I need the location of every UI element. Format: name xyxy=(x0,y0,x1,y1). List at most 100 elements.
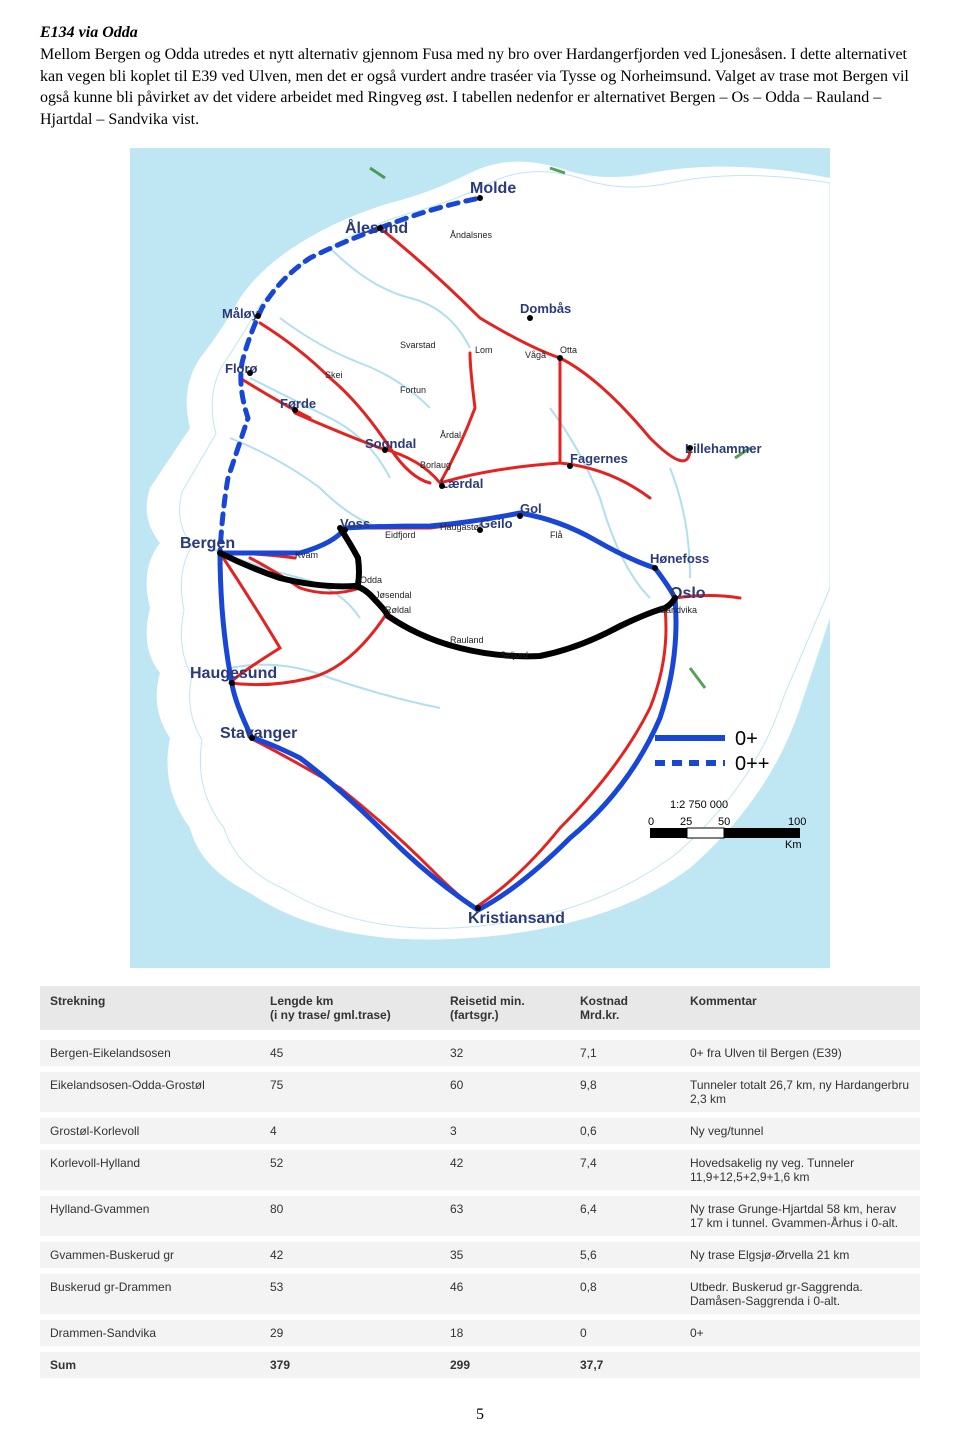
label-fagernes: Fagernes xyxy=(570,451,628,466)
table-cell: 35 xyxy=(440,1239,570,1271)
th-kommentar: Kommentar xyxy=(680,986,920,1035)
table-row: Gvammen-Buskerud gr42355,6Ny trase Elgsj… xyxy=(40,1239,920,1271)
table-cell: Ny trase Elgsjø-Ørvella 21 km xyxy=(680,1239,920,1271)
table-cell: Korlevoll-Hylland xyxy=(40,1147,260,1193)
svg-text:Fortun: Fortun xyxy=(400,385,426,395)
table-cell: 18 xyxy=(440,1317,570,1349)
table-cell: 52 xyxy=(260,1147,440,1193)
svg-text:0++: 0++ xyxy=(735,753,769,775)
table-cell: 32 xyxy=(440,1035,570,1069)
table-cell: 42 xyxy=(440,1147,570,1193)
table-cell: 5,6 xyxy=(570,1239,680,1271)
table-row: Eikelandsosen-Odda-Grostøl75609,8Tunnele… xyxy=(40,1069,920,1115)
table-cell: Tunneler totalt 26,7 km, ny Hardangerbru… xyxy=(680,1069,920,1115)
table-cell: 0+ fra Ulven til Bergen (E39) xyxy=(680,1035,920,1069)
table-cell: Utbedr. Buskerud gr-Saggrenda.Damåsen-Sa… xyxy=(680,1271,920,1317)
table-cell: 0,8 xyxy=(570,1271,680,1317)
svg-text:Røldal: Røldal xyxy=(385,605,411,615)
svg-text:Svarstad: Svarstad xyxy=(400,340,436,350)
label-kristiansand: Kristiansand xyxy=(468,910,565,927)
table-cell: 45 xyxy=(260,1035,440,1069)
svg-text:25: 25 xyxy=(680,816,692,828)
table-row: Korlevoll-Hylland52427,4Hovedsakelig ny … xyxy=(40,1147,920,1193)
table-cell: 379 xyxy=(260,1349,440,1378)
table-row: Bergen-Eikelandsosen45327,10+ fra Ulven … xyxy=(40,1035,920,1069)
th-reisetid: Reisetid min. (fartsgr.) xyxy=(440,986,570,1035)
table-cell: Buskerud gr-Drammen xyxy=(40,1271,260,1317)
svg-text:100: 100 xyxy=(788,816,806,828)
table-cell: 46 xyxy=(440,1271,570,1317)
svg-text:Lom: Lom xyxy=(475,345,493,355)
table-cell: Ny trase Grunge-Hjartdal 58 km, herav 17… xyxy=(680,1193,920,1239)
table-cell: Hovedsakelig ny veg. Tunneler 11,9+12,5+… xyxy=(680,1147,920,1193)
table-row: Buskerud gr-Drammen53460,8Utbedr. Busker… xyxy=(40,1271,920,1317)
table-cell: Hylland-Gvammen xyxy=(40,1193,260,1239)
svg-text:Sandvika: Sandvika xyxy=(660,605,697,615)
svg-text:Rauland: Rauland xyxy=(450,635,484,645)
th-strekning: Strekning xyxy=(40,986,260,1035)
table-cell: 60 xyxy=(440,1069,570,1115)
label-gol: Gol xyxy=(520,501,542,516)
svg-text:0+: 0+ xyxy=(735,728,758,750)
table-cell: 75 xyxy=(260,1069,440,1115)
svg-text:0: 0 xyxy=(648,816,654,828)
svg-text:Eidfjord: Eidfjord xyxy=(385,530,416,540)
table-cell: 0+ xyxy=(680,1317,920,1349)
label-honefoss: Hønefoss xyxy=(650,551,709,566)
label-forde: Førde xyxy=(280,396,316,411)
table-cell: 29 xyxy=(260,1317,440,1349)
svg-text:Otta: Otta xyxy=(560,345,577,355)
table-cell: Ny veg/tunnel xyxy=(680,1115,920,1147)
page-number: 5 xyxy=(40,1406,920,1424)
svg-text:Seljord: Seljord xyxy=(500,650,528,660)
table-cell: 7,4 xyxy=(570,1147,680,1193)
route-table: Strekning Lengde km (i ny trase/ gml.tra… xyxy=(40,986,920,1378)
svg-text:Vågå: Vågå xyxy=(525,350,546,360)
table-row: Sum37929937,7 xyxy=(40,1349,920,1378)
svg-text:Odda: Odda xyxy=(360,575,382,585)
table-cell: Eikelandsosen-Odda-Grostøl xyxy=(40,1069,260,1115)
table-row: Hylland-Gvammen80636,4Ny trase Grunge-Hj… xyxy=(40,1193,920,1239)
svg-text:Borlaug: Borlaug xyxy=(420,460,451,470)
svg-text:Km: Km xyxy=(785,839,802,851)
table-row: Grostøl-Korlevoll430,6Ny veg/tunnel xyxy=(40,1115,920,1147)
table-cell: Grostøl-Korlevoll xyxy=(40,1115,260,1147)
svg-text:Kvam: Kvam xyxy=(295,550,318,560)
table-cell: 9,8 xyxy=(570,1069,680,1115)
label-lillehammer: Lillehammer xyxy=(685,441,762,456)
th-kostnad: Kostnad Mrd.kr. xyxy=(570,986,680,1035)
section-title: E134 via Odda xyxy=(40,24,920,42)
table-cell: 299 xyxy=(440,1349,570,1378)
svg-text:1:2 750 000: 1:2 750 000 xyxy=(670,799,728,811)
label-haugesund: Haugesund xyxy=(190,665,277,682)
svg-text:50: 50 xyxy=(718,816,730,828)
table-cell: Drammen-Sandvika xyxy=(40,1317,260,1349)
table-cell: Sum xyxy=(40,1349,260,1378)
th-lengde: Lengde km (i ny trase/ gml.trase) xyxy=(260,986,440,1035)
label-stavanger: Stavanger xyxy=(220,725,297,742)
table-cell: 80 xyxy=(260,1193,440,1239)
section-body: Mellom Bergen og Odda utredes et nytt al… xyxy=(40,44,920,130)
table-row: Drammen-Sandvika291800+ xyxy=(40,1317,920,1349)
table-cell: 6,4 xyxy=(570,1193,680,1239)
label-laerdal: Lærdal xyxy=(440,476,483,491)
map-figure: Molde Ålesund Måløy Florø Førde Sogndal … xyxy=(130,148,830,968)
table-cell: 0 xyxy=(570,1317,680,1349)
table-cell: Gvammen-Buskerud gr xyxy=(40,1239,260,1271)
label-alesund: Ålesund xyxy=(345,218,408,237)
table-cell: Bergen-Eikelandsosen xyxy=(40,1035,260,1069)
label-maloy: Måløy xyxy=(222,306,260,321)
table-cell: 37,7 xyxy=(570,1349,680,1378)
svg-text:Haugastøl: Haugastøl xyxy=(440,522,481,532)
label-bergen: Bergen xyxy=(180,535,235,552)
label-dombas: Dombås xyxy=(520,301,571,316)
label-sogndal: Sogndal xyxy=(365,436,416,451)
table-cell: 3 xyxy=(440,1115,570,1147)
svg-text:Årdal: Årdal xyxy=(440,430,461,440)
svg-text:Åndalsnes: Åndalsnes xyxy=(450,230,493,240)
svg-text:Flå: Flå xyxy=(550,530,563,540)
table-cell: 53 xyxy=(260,1271,440,1317)
table-cell: 42 xyxy=(260,1239,440,1271)
label-molde: Molde xyxy=(470,180,516,197)
table-cell: 0,6 xyxy=(570,1115,680,1147)
